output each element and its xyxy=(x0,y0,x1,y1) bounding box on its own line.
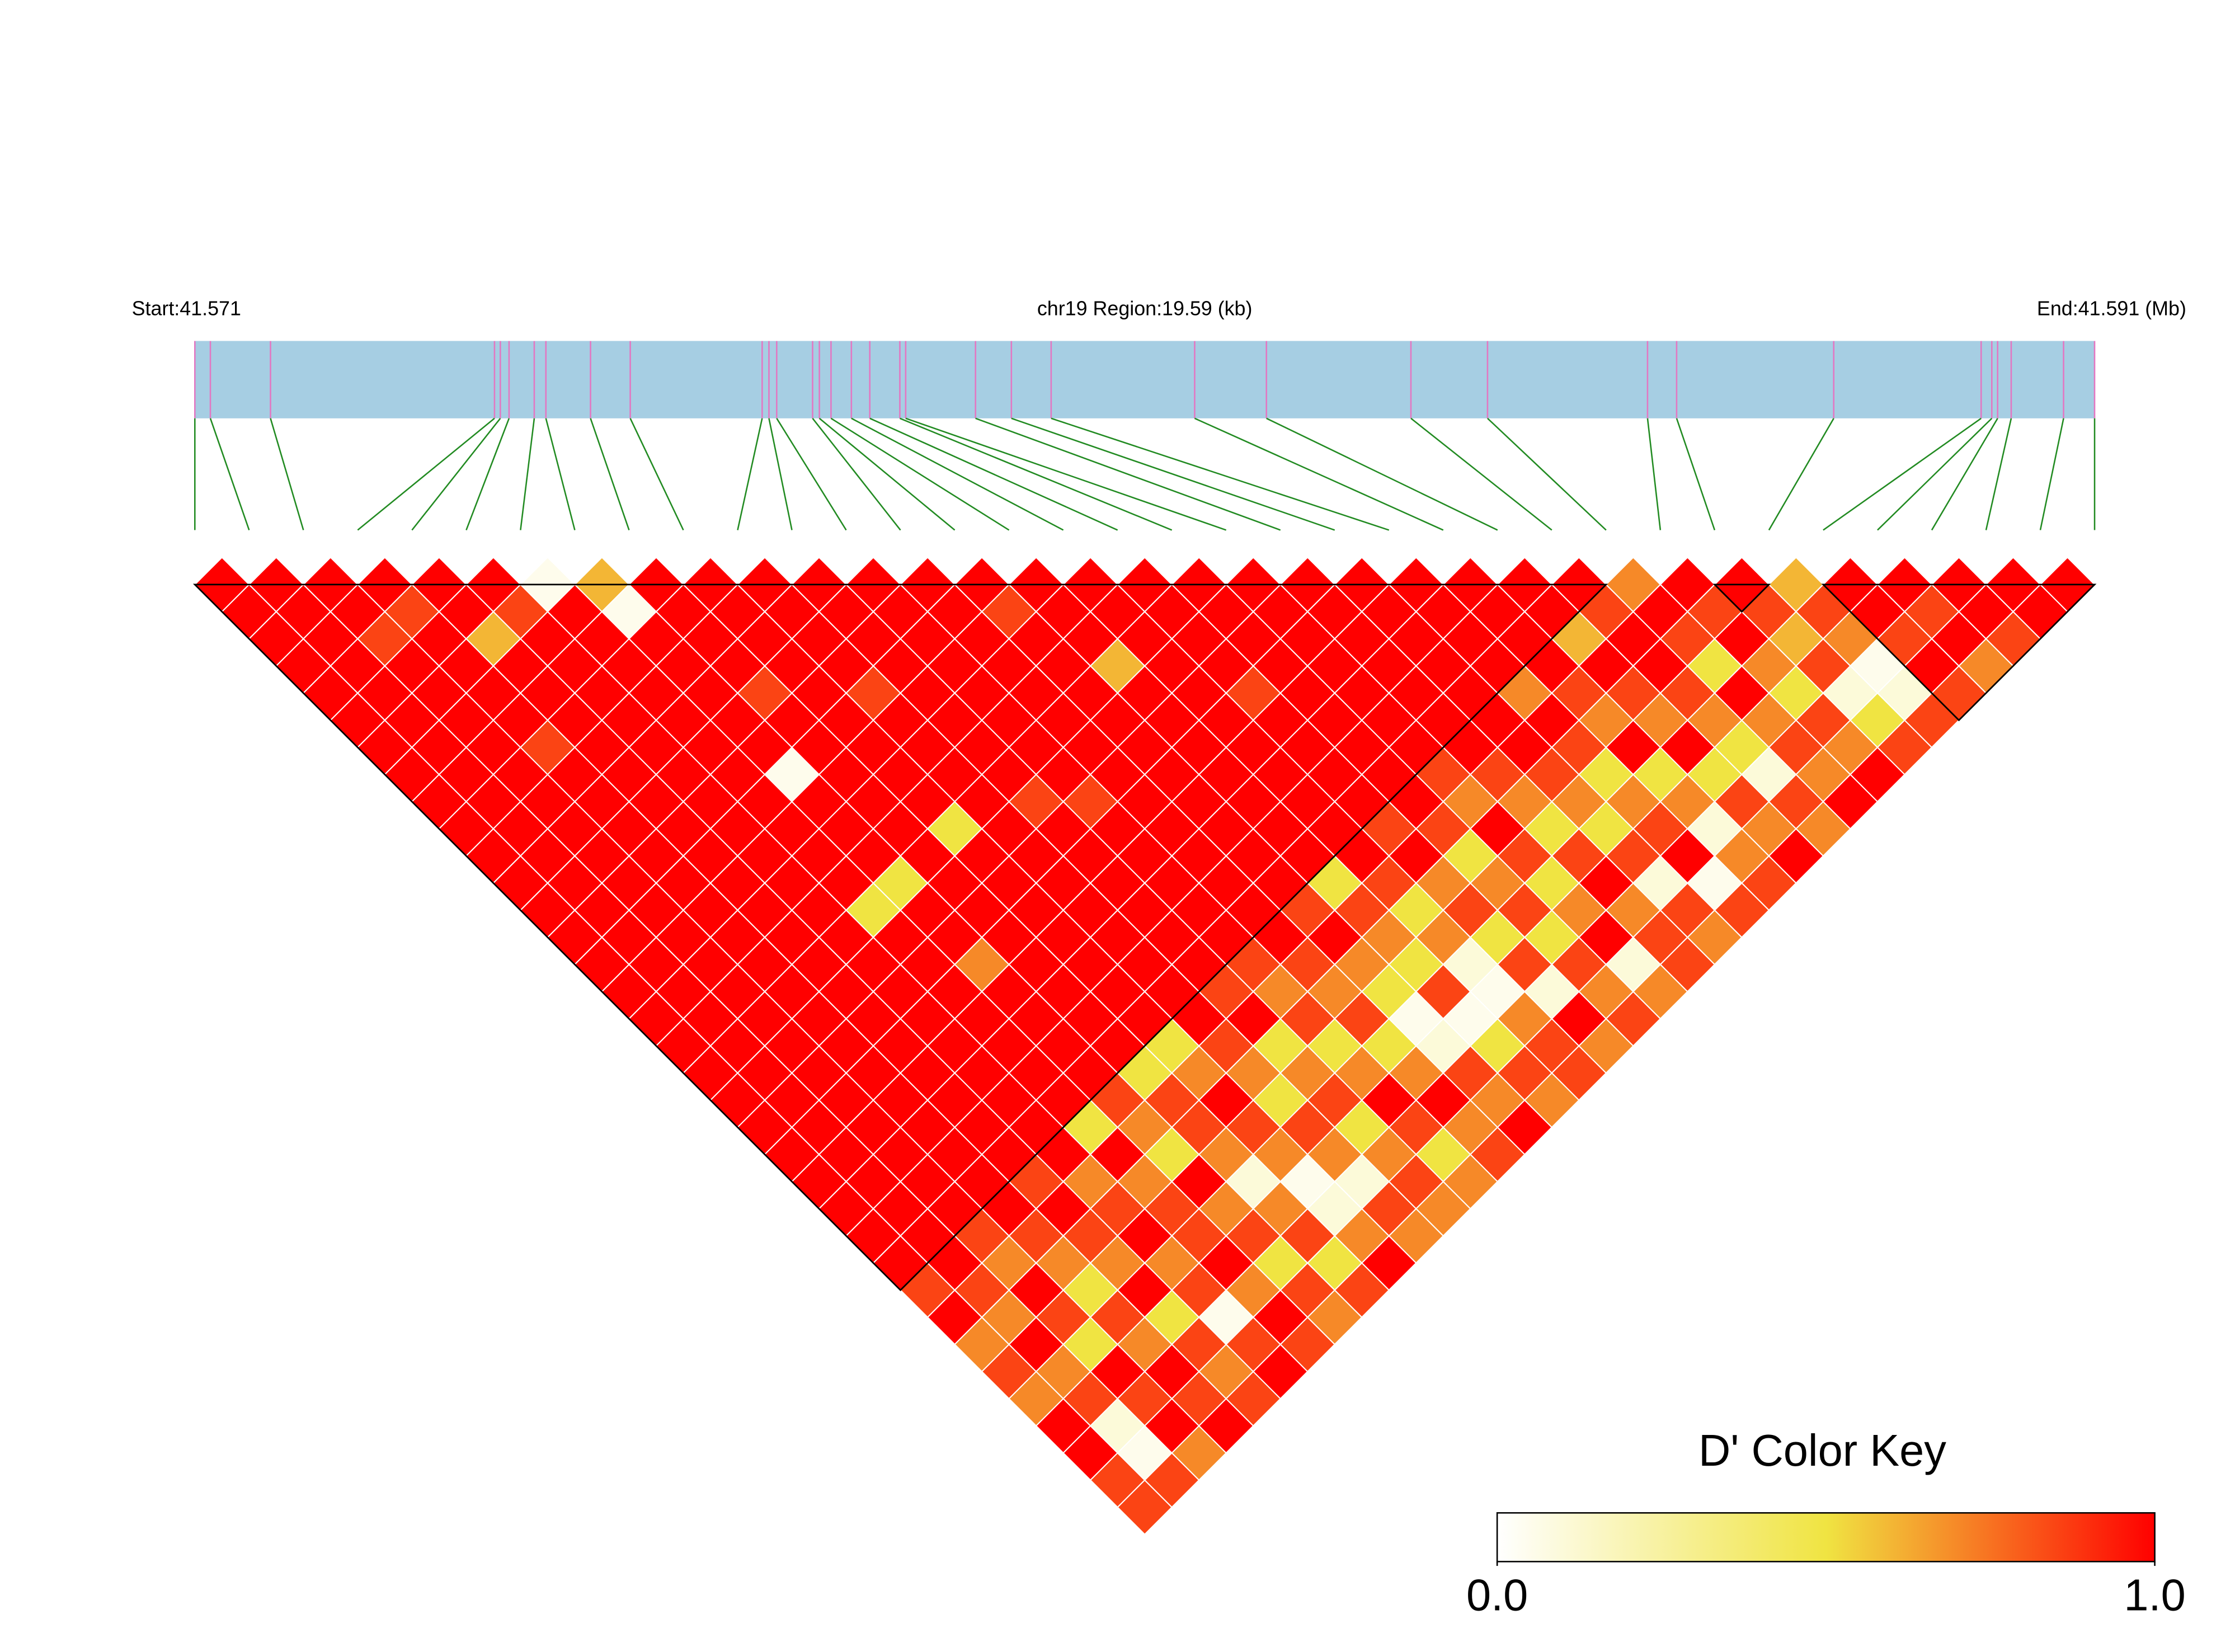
snp-connector xyxy=(2039,418,2064,530)
snp-connector xyxy=(1823,417,1982,531)
snp-connector xyxy=(465,418,510,531)
snp-connector xyxy=(1877,417,1993,531)
snp-connector xyxy=(869,417,1118,531)
snp-connector xyxy=(818,417,956,531)
key-title: D' Color Key xyxy=(1698,1425,1946,1475)
region-label: chr19 Region:19.59 (kb) xyxy=(1037,297,1253,319)
snp-connector xyxy=(590,418,630,530)
ld-block xyxy=(192,583,1608,1292)
snp-connector xyxy=(905,417,1227,531)
snp-connector xyxy=(1011,417,1335,531)
start-label: Start:41.571 xyxy=(132,297,241,319)
ld-block xyxy=(1821,583,2097,722)
snp-connector xyxy=(975,417,1281,531)
gene-region xyxy=(195,341,2095,418)
snp-connector xyxy=(1051,417,1390,531)
snp-connector xyxy=(737,418,763,530)
key-tick-label: 0.0 xyxy=(1466,1570,1528,1620)
snp-connector xyxy=(1487,417,1607,531)
snp-connector xyxy=(209,418,250,530)
snp-connector xyxy=(1266,417,1498,531)
snp-connector xyxy=(1676,418,1716,530)
snp-connector xyxy=(1410,417,1552,531)
snp-connector xyxy=(899,417,1173,531)
snp-connector xyxy=(1194,417,1444,531)
snp-connector xyxy=(270,418,304,530)
snp-connector xyxy=(1646,418,1662,530)
snp-connector xyxy=(1768,418,1834,531)
snp-connector xyxy=(1985,418,2012,530)
snp-connector xyxy=(629,418,684,531)
snp-connector xyxy=(851,417,1064,531)
color-key xyxy=(1496,1512,2156,1562)
snp-connector xyxy=(776,418,847,531)
snp-connector xyxy=(545,418,576,530)
ld-block xyxy=(1712,583,1771,613)
snp-connector xyxy=(1931,418,1998,531)
snp-connector xyxy=(411,418,501,531)
end-label: End:41.591 (Mb) xyxy=(2037,297,2186,319)
snp-connector xyxy=(830,417,1010,531)
snp-connector xyxy=(768,418,793,530)
snp-connector xyxy=(812,418,901,531)
key-tick-label: 1.0 xyxy=(2124,1570,2185,1620)
snp-connector xyxy=(357,417,495,531)
snp-connector xyxy=(520,418,535,530)
